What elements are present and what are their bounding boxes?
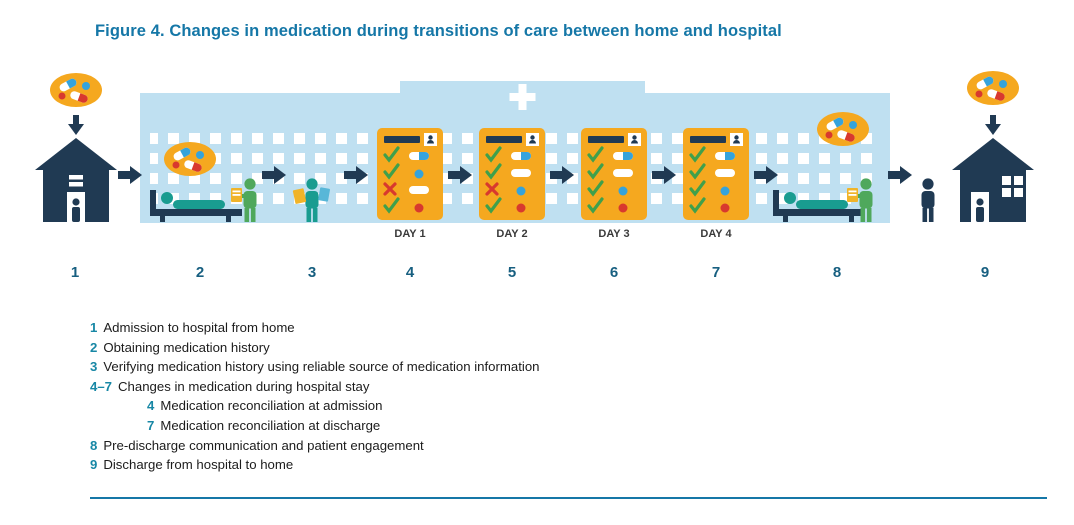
legend-item-number: 1	[90, 320, 98, 335]
blue-pill-icon	[516, 186, 526, 196]
step-number: 8	[833, 264, 841, 281]
patient-bed-icon	[150, 190, 242, 222]
day-label: DAY 3	[598, 228, 629, 240]
legend-item-text: Medication reconciliation at admission	[160, 398, 383, 414]
legend-item-text: Changes in medication during hospital st…	[118, 378, 370, 394]
pills-bubble-icon	[817, 112, 869, 146]
hospital-cross-icon	[509, 84, 536, 110]
legend-item: 7 Medication reconciliation at discharge	[147, 416, 1074, 436]
capsule-pill-icon	[409, 152, 429, 160]
capsule-pill-icon	[613, 152, 633, 160]
blue-pill-icon	[618, 186, 628, 196]
red-pill-icon	[618, 203, 628, 213]
legend-item-text: Discharge from hospital to home	[103, 457, 294, 473]
down-arrow-icon	[68, 115, 84, 135]
discharge-home-group	[921, 71, 1034, 222]
capsule-pill-icon	[511, 152, 531, 160]
step-number: 1	[71, 264, 79, 281]
step-number: 9	[981, 264, 989, 281]
day-label: DAY 1	[394, 228, 425, 240]
bottom-divider	[90, 496, 1047, 499]
legend-item-number: 4	[147, 398, 155, 414]
legend-item: 9 Discharge from hospital to home	[90, 455, 1074, 475]
step-number: 2	[196, 264, 204, 281]
medication-history-group	[150, 142, 257, 222]
legend-item: 4 Medication reconciliation at admission	[147, 396, 1074, 416]
house-icon	[35, 138, 117, 222]
legend-item-text: Pre-discharge communication and patient …	[103, 437, 424, 453]
pills-bubble-icon	[50, 73, 102, 107]
white-pill-icon	[409, 186, 429, 194]
step-number: 4	[406, 264, 415, 281]
white-pill-icon	[511, 169, 531, 177]
white-pill-icon	[613, 169, 633, 177]
pre-discharge-group	[773, 112, 873, 222]
reference-document-icon	[318, 187, 330, 202]
legend-item-text: Verifying medication history using relia…	[103, 359, 540, 375]
pharmacist-verifying-group	[292, 178, 330, 222]
legend-item-number: 2	[90, 339, 98, 355]
down-arrow-icon	[985, 115, 1001, 135]
legend-item: 3 Verifying medication history using reli…	[90, 357, 1074, 377]
red-pill-icon	[720, 203, 730, 213]
legend-item-number: 3	[90, 359, 98, 375]
care-transition-diagram: DAY 1 DAY 2 DAY 3 DAY 4 1 2	[35, 71, 1034, 281]
legend-item-text: Medication reconciliation at discharge	[160, 417, 381, 433]
figure-legend: 1 Admission to hospital from home 2 Obtain…	[90, 318, 1074, 475]
red-pill-icon	[516, 203, 526, 213]
legend-item-number: 4–7	[90, 378, 113, 394]
right-arrow-icon	[118, 166, 142, 184]
patient-bed-icon	[773, 190, 865, 222]
medication-chart-day4	[683, 128, 749, 220]
legend-item-text: Admission to hospital from home	[103, 320, 295, 335]
legend-item-number: 7	[147, 417, 155, 433]
blue-pill-icon	[720, 186, 730, 196]
pills-bubble-icon	[967, 71, 1019, 105]
house-icon	[952, 138, 1034, 222]
capsule-pill-icon	[715, 152, 735, 160]
medication-chart-day1	[377, 128, 443, 220]
medication-chart-day3	[581, 128, 647, 220]
right-arrow-icon	[888, 166, 912, 184]
step-number: 5	[508, 264, 516, 281]
medication-chart-day2	[479, 128, 545, 220]
legend-item: 8 Pre-discharge communication and patient…	[90, 436, 1074, 456]
legend-item: 2 Obtaining medication history	[90, 338, 1074, 358]
red-pill-icon	[414, 203, 424, 213]
patient-standing-icon	[921, 178, 935, 222]
home-start-group	[35, 73, 117, 222]
white-pill-icon	[715, 169, 735, 177]
day-label: DAY 2	[496, 228, 527, 240]
day-label: DAY 4	[700, 228, 732, 240]
legend-item-text: Obtaining medication history	[103, 339, 270, 355]
legend-item: 4–7 Changes in medication during hospital…	[90, 377, 1074, 397]
step-number: 7	[712, 264, 720, 281]
medication-folder-icon	[292, 188, 307, 204]
pills-bubble-icon	[164, 142, 216, 176]
legend-item-number: 9	[90, 457, 98, 473]
figure-title: Figure 4. Changes in medication during t…	[95, 22, 782, 40]
step-number: 3	[308, 264, 316, 281]
step-number: 6	[610, 264, 618, 281]
blue-pill-icon	[414, 169, 424, 179]
legend-item: 1 Admission to hospital from home	[90, 318, 1074, 338]
legend-item-number: 8	[90, 437, 98, 453]
